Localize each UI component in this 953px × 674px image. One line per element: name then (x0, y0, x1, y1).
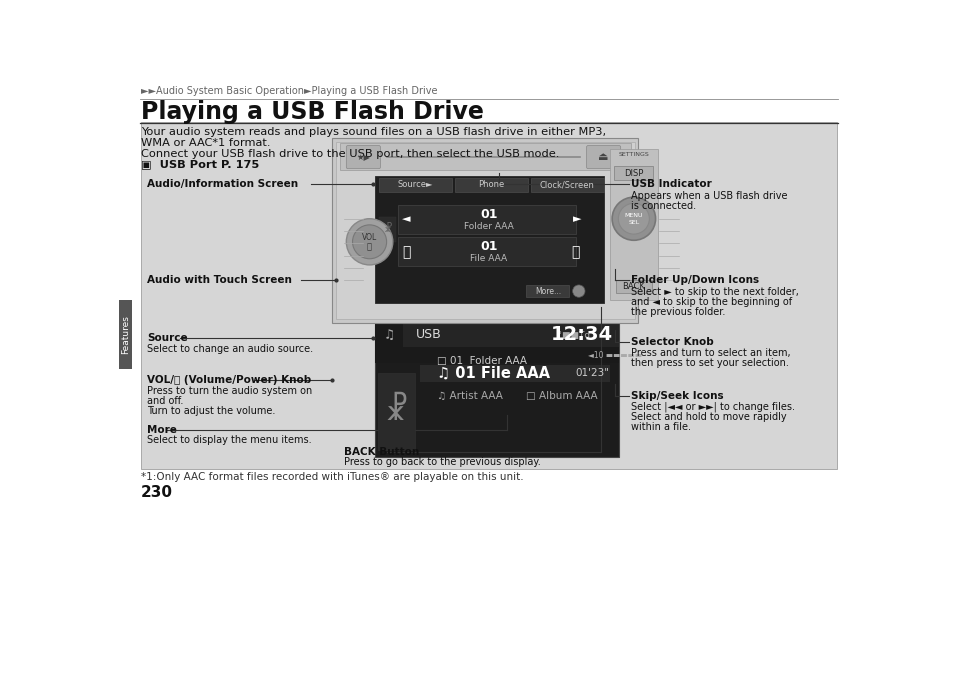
Bar (141, 123, 836, 469)
Text: ⏏: ⏏ (598, 152, 608, 162)
Text: BACK Button: BACK Button (344, 447, 418, 457)
Text: Appears when a USB flash drive: Appears when a USB flash drive (630, 191, 786, 201)
Bar (616, 280, 651, 293)
Text: DISP: DISP (623, 168, 643, 178)
Text: Source►: Source► (397, 181, 433, 189)
Text: then press to set your selection.: then press to set your selection. (630, 358, 788, 368)
Text: More...: More... (535, 286, 560, 296)
Text: Selector Knob: Selector Knob (630, 337, 713, 347)
Text: ►: ► (572, 214, 580, 224)
Text: BACK: BACK (621, 282, 644, 291)
Bar (530, 178, 603, 192)
Text: ◄10 ▬▬▬▬▬: ◄10 ▬▬▬▬▬ (587, 350, 641, 359)
FancyBboxPatch shape (586, 146, 620, 168)
Text: ►►Audio System Basic Operation►Playing a USB Flash Drive: ►►Audio System Basic Operation►Playing a… (141, 86, 437, 96)
Bar (378, 178, 452, 192)
Text: Select ► to skip to the next folder,: Select ► to skip to the next folder, (630, 287, 798, 297)
Bar (455, 178, 527, 192)
Text: Turn to adjust the volume.: Turn to adjust the volume. (147, 406, 275, 417)
FancyBboxPatch shape (346, 146, 380, 168)
Text: □ Album AAA: □ Album AAA (525, 391, 598, 401)
Text: and off.: and off. (147, 396, 183, 406)
Text: USB Indicator: USB Indicator (630, 179, 711, 189)
Circle shape (346, 218, 393, 265)
Bar (525, 285, 568, 297)
Text: SETTINGS: SETTINGS (618, 152, 649, 157)
Text: ♫: ♫ (383, 328, 395, 342)
Text: is connected.: is connected. (630, 201, 695, 210)
Text: ⏭: ⏭ (571, 245, 578, 259)
Bar (419, 365, 609, 382)
Circle shape (353, 225, 386, 259)
Text: MENU: MENU (624, 213, 642, 218)
Bar (119, 299, 132, 369)
Text: Clock/Screen: Clock/Screen (539, 181, 594, 189)
Text: Skip/Seek Icons: Skip/Seek Icons (630, 391, 722, 401)
Text: the previous folder.: the previous folder. (630, 307, 724, 317)
Text: VOL/ⓘ (Volume/Power) Knob: VOL/ⓘ (Volume/Power) Knob (147, 375, 311, 386)
Text: ⏮: ⏮ (402, 245, 410, 259)
Bar (332, 138, 638, 323)
Text: Select and hold to move rapidly: Select and hold to move rapidly (630, 412, 785, 422)
Text: Playing a USB Flash Drive: Playing a USB Flash Drive (141, 100, 483, 125)
Text: ◄: ◄ (402, 214, 410, 224)
Bar (397, 237, 576, 266)
Text: 01: 01 (479, 240, 497, 253)
Text: Source: Source (147, 333, 188, 343)
Text: ▣  USB Port P. 175: ▣ USB Port P. 175 (141, 159, 259, 169)
Bar (375, 177, 603, 303)
Bar (335, 142, 634, 319)
Circle shape (572, 285, 584, 297)
Text: Folder Up/Down Icons: Folder Up/Down Icons (630, 275, 758, 285)
Text: within a file.: within a file. (630, 422, 690, 431)
Text: File AAA: File AAA (470, 254, 507, 264)
Circle shape (618, 204, 649, 234)
Text: Press to go back to the previous display.: Press to go back to the previous display… (344, 457, 540, 467)
Text: Audio with Touch Screen: Audio with Touch Screen (147, 275, 292, 285)
Text: Press and turn to select an item,: Press and turn to select an item, (630, 348, 789, 358)
Bar (375, 347, 618, 363)
Text: Press to turn the audio system on: Press to turn the audio system on (147, 386, 312, 396)
Text: Folder AAA: Folder AAA (463, 222, 514, 231)
Text: 01: 01 (479, 208, 497, 220)
Text: ♫ 01 File AAA: ♫ 01 File AAA (436, 366, 550, 381)
Text: Features: Features (121, 315, 130, 354)
Bar (375, 323, 618, 458)
Text: Your audio system reads and plays sound files on a USB flash drive in either MP3: Your audio system reads and plays sound … (141, 127, 605, 137)
Text: ★▶: ★▶ (356, 152, 370, 162)
Text: ♫ Artist AAA: ♫ Artist AAA (436, 391, 502, 401)
Text: ⏻: ⏻ (367, 243, 372, 251)
Text: 230: 230 (141, 485, 172, 499)
Bar (397, 205, 576, 234)
Text: *1:Only AAC format files recorded with iTunes® are playable on this unit.: *1:Only AAC format files recorded with i… (141, 472, 523, 482)
Text: USB: USB (416, 328, 441, 342)
Text: More: More (147, 425, 177, 435)
Bar (375, 323, 618, 347)
Text: 12:34: 12:34 (550, 326, 612, 344)
Text: 01'23": 01'23" (576, 369, 609, 379)
Text: ¸°■■Td: ¸°■■Td (553, 330, 590, 340)
Bar (609, 150, 658, 299)
Bar (377, 373, 415, 450)
Text: Audio/Information Screen: Audio/Information Screen (147, 179, 298, 189)
Text: □ 01  Folder AAA: □ 01 Folder AAA (436, 356, 526, 366)
Bar (614, 166, 653, 180)
Text: Select |◄◄ or ►►| to change files.: Select |◄◄ or ►►| to change files. (630, 401, 794, 412)
Bar (378, 217, 395, 242)
Text: SEL: SEL (628, 220, 639, 225)
Text: VOL: VOL (361, 233, 376, 243)
Text: Select to change an audio source.: Select to change an audio source. (147, 344, 313, 354)
Text: ☧: ☧ (382, 224, 392, 235)
Text: ☧: ☧ (384, 397, 408, 426)
Text: and ◄ to skip to the beginning of: and ◄ to skip to the beginning of (630, 297, 791, 307)
Text: WMA or AAC*1 format.: WMA or AAC*1 format. (141, 138, 270, 148)
Circle shape (612, 197, 655, 240)
Text: Connect your USB flash drive to the USB port, then select the USB mode.: Connect your USB flash drive to the USB … (141, 149, 558, 159)
Bar (340, 144, 630, 171)
Text: Phone: Phone (477, 181, 504, 189)
Bar (375, 323, 402, 347)
Text: Select to display the menu items.: Select to display the menu items. (147, 435, 312, 446)
